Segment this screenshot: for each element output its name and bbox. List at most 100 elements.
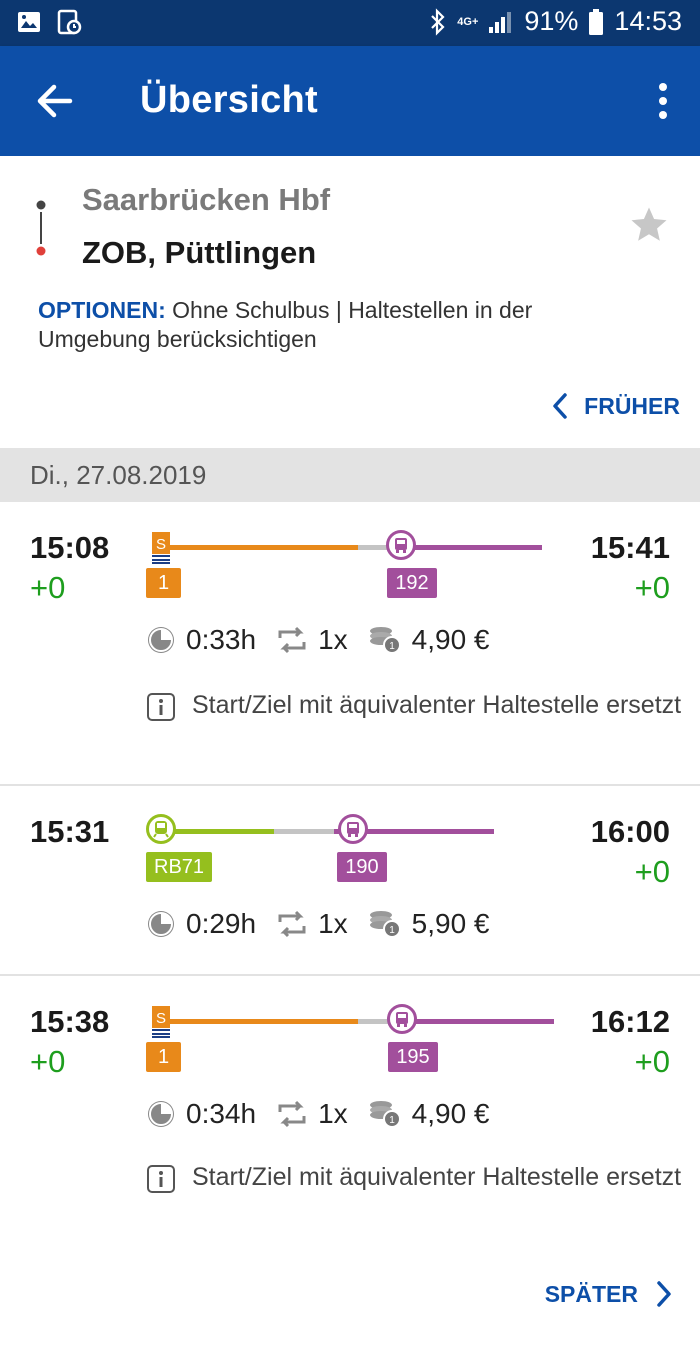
gallery-icon bbox=[18, 12, 40, 32]
transfer-icon bbox=[278, 1100, 306, 1128]
battery-icon bbox=[589, 8, 604, 35]
trip-facts: 0:29h 1x 1 5,90 € bbox=[146, 908, 510, 940]
departure-delay: +0 bbox=[30, 1044, 66, 1079]
departure-time: 15:31 bbox=[30, 814, 110, 849]
changes: 1x bbox=[276, 908, 348, 940]
line-badge: 190 bbox=[337, 852, 387, 882]
options-text: Ohne Schulbus | Haltestellen in der Umge… bbox=[38, 297, 533, 352]
bus-icon bbox=[387, 1004, 417, 1034]
journey-line: S 1 192 bbox=[146, 522, 546, 602]
options-label: OPTIONEN: bbox=[38, 297, 166, 323]
changes-value: 1x bbox=[318, 1098, 348, 1129]
battery-percent: 91% bbox=[524, 6, 579, 36]
transfer-segment bbox=[274, 829, 334, 834]
route-summary: Saarbrücken Hbf ZOB, Püttlingen OPTIONEN… bbox=[0, 156, 700, 448]
price-value: 4,90 € bbox=[411, 1098, 490, 1129]
changes: 1x bbox=[276, 1098, 348, 1130]
s-bahn-segment bbox=[156, 545, 358, 550]
line-badge: 195 bbox=[388, 1042, 438, 1072]
coins-icon: 1 bbox=[369, 911, 401, 938]
coins-icon: 1 bbox=[369, 1101, 401, 1128]
bus-segment bbox=[334, 829, 494, 834]
signal-icon bbox=[489, 11, 512, 33]
more-vert-icon[interactable] bbox=[652, 80, 674, 122]
transfer-icon bbox=[278, 910, 306, 938]
bus-icon bbox=[338, 814, 368, 844]
system-status: 4G+ 91% 14:53 bbox=[429, 6, 682, 37]
network-type: 4G+ bbox=[457, 15, 479, 28]
changes: 1x bbox=[276, 624, 348, 656]
arrival-delay: +0 bbox=[634, 570, 670, 605]
route-line-icon bbox=[36, 200, 46, 256]
changes-value: 1x bbox=[318, 908, 348, 939]
duration-value: 0:34h bbox=[186, 1098, 257, 1129]
transfer-icon bbox=[278, 626, 306, 654]
departure-delay: +0 bbox=[30, 570, 66, 605]
departure-time: 15:08 bbox=[30, 530, 110, 565]
svg-text:1: 1 bbox=[389, 925, 395, 936]
clock: 14:53 bbox=[614, 6, 682, 36]
svg-text:1: 1 bbox=[389, 641, 395, 652]
bluetooth-icon bbox=[431, 7, 445, 36]
line-badge: 1 bbox=[146, 1042, 181, 1072]
trip-item[interactable]: 15:31 16:00 +0 RB71 190 0:2 bbox=[0, 786, 700, 976]
bus-segment bbox=[402, 545, 542, 550]
trip-item[interactable]: 15:38 +0 16:12 +0 S 1 195 bbox=[0, 976, 700, 1256]
bus-segment bbox=[402, 1019, 554, 1024]
note-text: Start/Ziel mit äquivalenter Haltestelle … bbox=[192, 691, 682, 719]
journey-line: RB71 190 bbox=[146, 806, 506, 886]
trip-item[interactable]: 15:08 +0 15:41 +0 S 1 192 bbox=[0, 502, 700, 786]
price-value: 5,90 € bbox=[411, 908, 490, 939]
page-title: Übersicht bbox=[140, 79, 318, 121]
favorite-star-icon[interactable] bbox=[628, 204, 670, 246]
search-options[interactable]: OPTIONEN: Ohne Schulbus | Haltestellen i… bbox=[38, 296, 638, 354]
later-button[interactable]: SPÄTER bbox=[545, 1280, 672, 1308]
duration: 0:29h bbox=[146, 908, 256, 940]
s-bahn-icon: S bbox=[152, 1006, 170, 1038]
scheduled-image-icon bbox=[57, 9, 82, 35]
transfer-segment bbox=[358, 545, 402, 550]
price: 1 4,90 € bbox=[368, 1098, 490, 1130]
note-text: Start/Ziel mit äquivalenter Haltestelle … bbox=[192, 1163, 682, 1191]
later-label: SPÄTER bbox=[544, 1280, 638, 1307]
duration-value: 0:29h bbox=[186, 908, 257, 939]
clock-icon bbox=[148, 1101, 174, 1127]
line-badge: 1 bbox=[146, 568, 181, 598]
svg-text:1: 1 bbox=[389, 1115, 395, 1126]
app-bar: Übersicht bbox=[0, 46, 700, 156]
trip-facts: 0:34h 1x 1 4,90 € bbox=[146, 1098, 510, 1130]
train-icon bbox=[146, 814, 176, 844]
notification-icons bbox=[16, 9, 82, 35]
clock-icon bbox=[148, 911, 174, 937]
duration: 0:33h bbox=[146, 624, 256, 656]
arrival-time: 15:41 bbox=[590, 530, 670, 565]
status-bar: 4G+ 91% 14:53 bbox=[0, 0, 700, 46]
date-header: Di., 27.08.2019 bbox=[0, 448, 700, 502]
svg-text:S: S bbox=[156, 1010, 166, 1027]
duration-value: 0:33h bbox=[186, 624, 257, 655]
arrival-time: 16:12 bbox=[590, 1004, 670, 1039]
s-bahn-segment bbox=[156, 1019, 358, 1024]
transfer-segment bbox=[358, 1019, 402, 1024]
departure-time: 15:38 bbox=[30, 1004, 110, 1039]
svg-text:S: S bbox=[156, 536, 166, 553]
trip-note: Start/Ziel mit äquivalenter Haltestelle … bbox=[146, 1160, 686, 1194]
date-label: Di., 27.08.2019 bbox=[30, 460, 207, 490]
clock-icon bbox=[148, 627, 174, 653]
earlier-button[interactable]: FRÜHER bbox=[552, 392, 680, 420]
arrival-time: 16:00 bbox=[590, 814, 670, 849]
line-badge: RB71 bbox=[146, 852, 212, 882]
arrival-delay: +0 bbox=[634, 854, 670, 889]
info-icon bbox=[147, 1165, 175, 1193]
chevron-left-icon bbox=[553, 393, 567, 419]
duration: 0:34h bbox=[146, 1098, 256, 1130]
chevron-right-icon bbox=[657, 1281, 671, 1307]
coins-icon: 1 bbox=[369, 627, 401, 654]
s-bahn-icon: S bbox=[152, 532, 170, 564]
line-badge: 192 bbox=[387, 568, 437, 598]
price: 1 4,90 € bbox=[368, 624, 490, 656]
price: 1 5,90 € bbox=[368, 908, 490, 940]
regional-train-segment bbox=[160, 829, 274, 834]
back-arrow-icon[interactable] bbox=[30, 79, 80, 123]
trip-note: Start/Ziel mit äquivalenter Haltestelle … bbox=[146, 688, 686, 722]
